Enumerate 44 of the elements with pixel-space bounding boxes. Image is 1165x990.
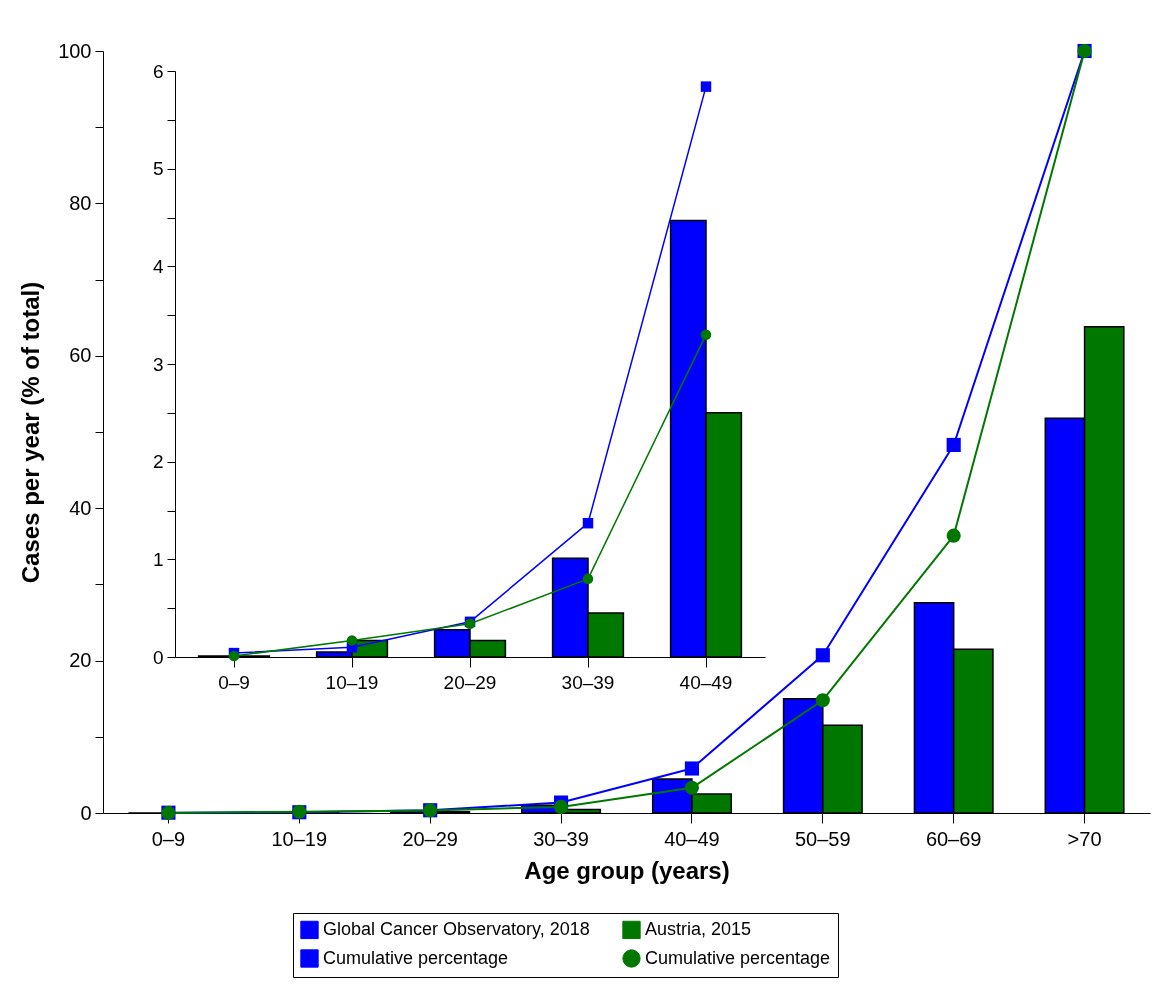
y-tick-label: 0 xyxy=(152,646,164,668)
x-tick-label: 0–9 xyxy=(151,827,186,850)
y-tick-label: 1 xyxy=(152,548,164,570)
y-tick-label: 40 xyxy=(69,496,92,519)
point xyxy=(684,761,700,776)
legend-label: Austria, 2015 xyxy=(645,918,752,939)
point xyxy=(700,329,712,340)
x-tick-label: 60–69 xyxy=(925,827,982,850)
x-tick-label: 40–49 xyxy=(664,827,720,850)
y-axis-title: Cases per year (% of total) xyxy=(17,281,45,584)
point xyxy=(946,437,961,453)
legend-label: Global Cancer Observatory, 2018 xyxy=(323,918,590,939)
point xyxy=(346,635,358,646)
point xyxy=(815,648,830,663)
x-axis-title: Age group (years) xyxy=(524,856,730,884)
y-tick-label: 100 xyxy=(58,39,92,62)
x-tick-label: 20–29 xyxy=(443,671,497,693)
x-tick-label: >70 xyxy=(1067,827,1102,850)
y-tick-label: 0 xyxy=(80,801,92,824)
point xyxy=(582,573,594,585)
y-tick-label: 2 xyxy=(152,451,164,473)
x-tick-label: 0–9 xyxy=(218,671,250,693)
point xyxy=(700,81,712,92)
x-tick-label: 20–29 xyxy=(402,827,458,850)
y-tick-label: 60 xyxy=(69,344,92,367)
point xyxy=(815,693,830,708)
x-tick-label: 30–39 xyxy=(533,827,589,850)
point xyxy=(684,780,700,795)
y-tick-label: 6 xyxy=(152,60,164,82)
x-tick-label: 40–49 xyxy=(679,671,733,693)
legend-label: Cumulative percentage xyxy=(323,947,509,968)
y-tick-label: 80 xyxy=(69,191,92,214)
y-tick-label: 3 xyxy=(152,353,164,375)
x-tick-label: 30–39 xyxy=(561,671,615,693)
y-tick-label: 4 xyxy=(152,255,164,277)
point xyxy=(582,517,594,529)
x-tick-label: 50–59 xyxy=(795,827,851,850)
point xyxy=(553,799,569,814)
y-tick-label: 20 xyxy=(69,649,92,672)
x-tick-label: 10–19 xyxy=(271,827,328,850)
point xyxy=(946,528,961,543)
x-tick-label: 10–19 xyxy=(325,671,379,693)
y-tick-label: 5 xyxy=(152,158,164,180)
legend-label: Cumulative percentage xyxy=(645,947,831,968)
